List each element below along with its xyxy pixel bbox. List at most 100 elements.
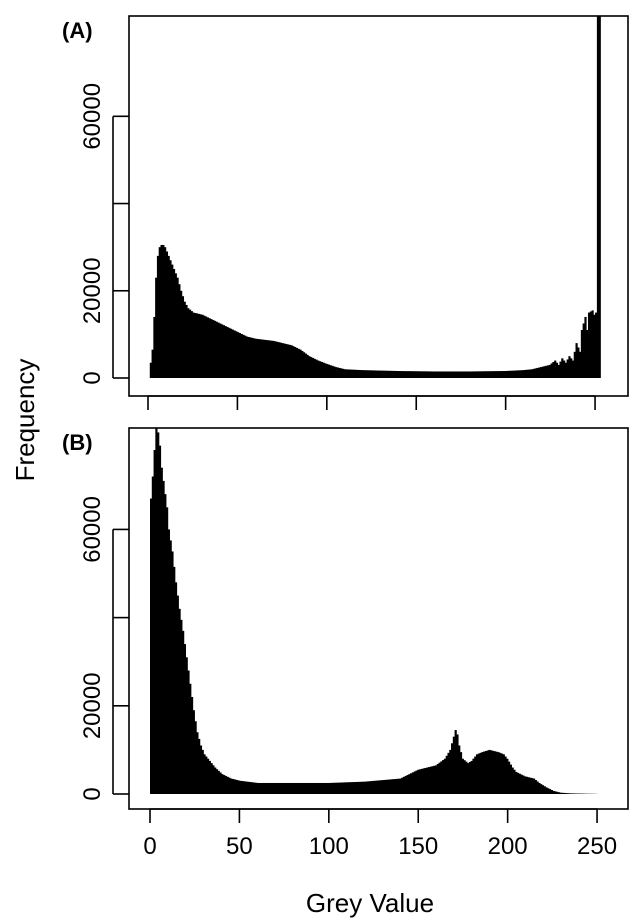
histogram-bar-b-213	[529, 777, 532, 794]
histogram-bar-a-237	[570, 358, 573, 378]
histogram-bar-b-86	[303, 782, 306, 794]
histogram-bar-a-3	[153, 316, 156, 378]
histogram-bar-a-225	[548, 364, 551, 378]
histogram-bar-a-13	[171, 264, 174, 378]
histogram-bar-b-156	[427, 767, 431, 794]
histogram-bar-b-203	[511, 767, 514, 794]
histogram-bar-a-193	[491, 371, 494, 378]
histogram-bar-b-46	[231, 779, 235, 794]
histogram-bar-b-98	[324, 782, 327, 794]
histogram-bar-a-74	[279, 342, 282, 378]
histogram-bar-a-17	[178, 284, 181, 378]
histogram-bar-a-72	[276, 341, 279, 378]
histogram-bar-a-198	[500, 371, 503, 378]
histogram-bar-b-153	[422, 768, 425, 794]
histogram-bar-a-67	[267, 340, 270, 378]
histogram-bar-b-115	[354, 781, 358, 794]
histogram-bar-b-89	[308, 782, 311, 794]
histogram-bar-a-79	[288, 344, 291, 378]
histogram-bar-a-88	[304, 353, 307, 378]
histogram-bar-b-78	[288, 782, 292, 794]
histogram-bar-b-1	[151, 476, 154, 794]
histogram-bar-a-234	[564, 362, 567, 378]
histogram-bar-b-219	[540, 784, 543, 794]
histogram-bar-b-201	[508, 761, 511, 794]
histogram-bar-a-243	[580, 330, 584, 378]
histogram-bar-a-113	[349, 369, 352, 378]
histogram-bar-a-108	[340, 368, 343, 378]
histogram-bar-a-178	[465, 371, 468, 378]
histogram-bar-a-81	[292, 346, 295, 378]
histogram-bar-b-11	[169, 540, 172, 794]
histogram-bar-b-92	[313, 782, 317, 794]
histogram-bar-b-226	[552, 790, 555, 794]
histogram-bar-b-71	[276, 782, 279, 794]
histogram-bar-a-197	[498, 371, 502, 378]
histogram-bar-b-144	[406, 775, 409, 794]
histogram-bar-a-134	[386, 370, 389, 378]
histogram-bar-b-55	[247, 781, 251, 794]
histogram-bar-a-107	[338, 367, 341, 378]
histogram-bar-a-43	[224, 326, 227, 378]
histogram-bar-b-36	[214, 767, 217, 794]
histogram-bar-b-178	[467, 763, 470, 794]
histogram-bar-a-173	[456, 371, 459, 378]
histogram-bar-b-67	[269, 782, 272, 794]
histogram-bar-b-223	[547, 788, 550, 794]
panel-a-x-axis	[147, 395, 596, 410]
histogram-bar-a-146	[408, 371, 411, 378]
histogram-bar-b-187	[483, 751, 486, 794]
histogram-bar-b-136	[392, 779, 395, 794]
histogram-bar-b-195	[497, 752, 500, 794]
histogram-bar-a-115	[352, 369, 356, 378]
histogram-bar-b-72	[278, 782, 281, 794]
histogram-bar-a-16	[176, 277, 179, 378]
histogram-bar-a-15	[174, 273, 177, 378]
histogram-bar-b-218	[538, 782, 541, 794]
histogram-bar-a-8	[162, 244, 165, 378]
x-tick-label-b-4: 200	[488, 833, 528, 860]
histogram-bar-b-27	[198, 738, 201, 794]
histogram-bar-b-43	[226, 776, 229, 794]
histogram-bar-b-8	[164, 494, 167, 794]
histogram-bar-b-128	[378, 780, 381, 794]
histogram-bar-b-87	[304, 782, 308, 794]
histogram-bar-b-163	[440, 761, 443, 794]
histogram-bar-b-235	[568, 793, 571, 794]
histogram-bar-b-106	[338, 782, 341, 794]
histogram-bar-a-23	[188, 309, 192, 378]
histogram-bar-b-119	[361, 781, 365, 794]
histogram-bar-a-83	[295, 347, 299, 378]
histogram-bar-b-198	[502, 754, 505, 794]
histogram-bar-a-242	[579, 351, 582, 378]
histogram-bar-a-180	[468, 371, 471, 378]
histogram-bar-b-148	[413, 771, 416, 794]
histogram-bar-b-66	[267, 782, 270, 794]
histogram-bar-a-119	[359, 370, 363, 378]
histogram-bar-a-189	[484, 371, 487, 378]
histogram-bar-a-68	[269, 340, 272, 378]
histogram-bar-a-40	[219, 323, 222, 378]
histogram-bar-a-162	[436, 371, 439, 378]
histogram-bar-a-24	[190, 311, 193, 378]
histogram-bar-a-186	[479, 371, 482, 378]
histogram-bar-b-103	[333, 782, 336, 794]
histogram-bar-a-150	[415, 371, 418, 378]
histogram-bar-b-172	[456, 734, 459, 794]
histogram-bar-a-31	[203, 315, 206, 378]
histogram-bar-a-36	[212, 319, 215, 378]
histogram-bar-b-15	[176, 595, 179, 794]
histogram-bar-b-182	[474, 756, 477, 794]
histogram-bar-b-113	[351, 782, 354, 794]
x-tick-label-b-0: 0	[143, 833, 156, 860]
histogram-bar-a-203	[509, 370, 512, 378]
histogram-bar-b-65	[265, 782, 268, 794]
histogram-bar-b-179	[468, 762, 472, 794]
histogram-bar-b-2	[153, 450, 156, 794]
histogram-bar-a-2	[151, 349, 154, 378]
histogram-bar-b-225	[550, 790, 553, 794]
histogram-bar-b-238	[573, 793, 577, 794]
histogram-bar-a-102	[329, 365, 332, 378]
histogram-bar-b-168	[449, 749, 452, 794]
histogram-bar-b-217	[536, 781, 539, 794]
